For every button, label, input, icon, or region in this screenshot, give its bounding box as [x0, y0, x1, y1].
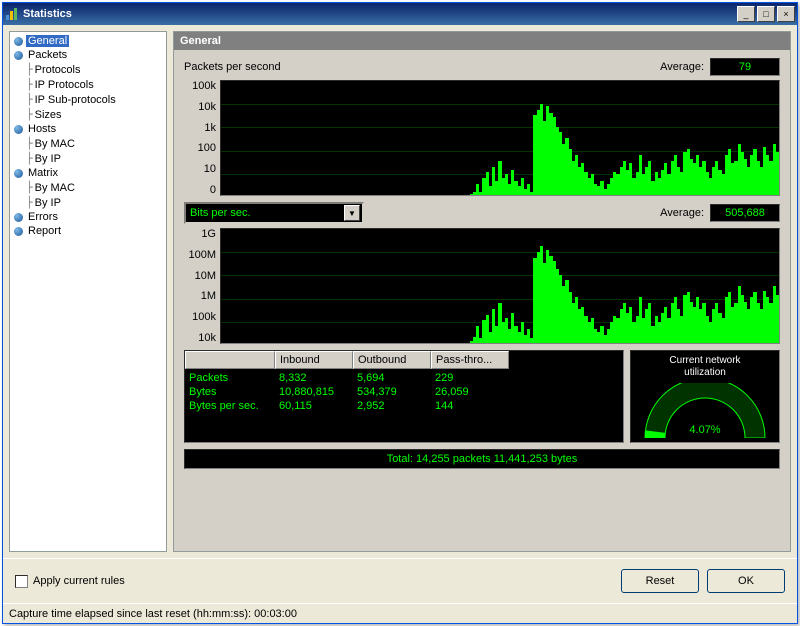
tree-label: General [26, 35, 69, 47]
tree-item-packets[interactable]: Packets [12, 48, 164, 62]
ok-button[interactable]: OK [707, 569, 785, 593]
bottom-row: InboundOutboundPass-thro... Packets8,332… [184, 350, 780, 443]
chart2-avg-value: 505,688 [710, 204, 780, 222]
tree-item-errors[interactable]: Errors [12, 210, 164, 224]
bullet-icon [14, 213, 23, 222]
apply-rules-checkbox[interactable] [15, 575, 28, 588]
chart2-container: 1G 100M 10M 1M 100k 10k [184, 228, 780, 344]
stats-body: Packets8,3325,694229Bytes10,880,815534,3… [185, 369, 623, 415]
tree-label: Protocols [33, 64, 83, 76]
tree-label: Packets [26, 49, 69, 61]
tree-label: By IP [33, 197, 63, 209]
chevron-down-icon: ▼ [344, 205, 360, 221]
chart1-avg-value: 79 [710, 58, 780, 76]
chart1-avg-label: Average: [660, 61, 704, 73]
chart1-header: Packets per second Average: 79 [184, 58, 780, 76]
chart1-yaxis: 100k10k1k100100 [184, 80, 220, 196]
chart2-yaxis: 1G 100M 10M 1M 100k 10k [184, 228, 220, 344]
tree-item-hosts[interactable]: Hosts [12, 122, 164, 136]
stats-table: InboundOutboundPass-thro... Packets8,332… [184, 350, 624, 443]
stats-col-header[interactable]: Pass-thro... [431, 351, 509, 369]
chart2-header: Bits per sec. ▼ Average: 505,688 [184, 202, 780, 224]
ytick: 10 [204, 163, 216, 175]
stats-row: Packets8,3325,694229 [185, 371, 623, 385]
tree-label: Errors [26, 211, 60, 223]
gauge-title1: Current network [669, 355, 740, 367]
ytick: 10M [195, 270, 216, 282]
ytick: 1G [201, 228, 216, 240]
tree-item-ip-sub-protocols[interactable]: ├ IP Sub-protocols [12, 92, 164, 107]
statistics-window: Statistics _ □ × General Packets├ Protoco… [2, 2, 798, 624]
bullet-icon [14, 227, 23, 236]
ytick: 0 [210, 184, 216, 196]
tree-label: By IP [33, 153, 63, 165]
tree-item-report[interactable]: Report [12, 224, 164, 238]
ytick: 100k [192, 80, 216, 92]
stats-col-header[interactable]: Inbound [275, 351, 353, 369]
tree-label: IP Protocols [33, 79, 96, 91]
titlebar[interactable]: Statistics _ □ × [3, 3, 797, 25]
tree-label: By MAC [33, 182, 77, 194]
tree-label: IP Sub-protocols [33, 94, 118, 106]
ytick: 100 [198, 142, 216, 154]
stats-row: Bytes10,880,815534,37926,059 [185, 385, 623, 399]
metric-dropdown[interactable]: Bits per sec. ▼ [184, 202, 364, 224]
tree-item-protocols[interactable]: ├ Protocols [12, 62, 164, 77]
gauge-title2: utilization [684, 367, 726, 379]
stats-header: InboundOutboundPass-thro... [185, 351, 623, 369]
chart1-title: Packets per second [184, 61, 660, 73]
tree-item-by-mac[interactable]: ├ By MAC [12, 180, 164, 195]
chart2-avg-label: Average: [660, 207, 704, 219]
chart2 [220, 228, 780, 344]
reset-button[interactable]: Reset [621, 569, 699, 593]
tree-item-by-ip[interactable]: ├ By IP [12, 151, 164, 166]
main-panel: General Packets per second Average: 79 1… [173, 31, 791, 552]
tree-item-by-ip[interactable]: ├ By IP [12, 195, 164, 210]
tree-label: Report [26, 225, 63, 237]
ytick: 100k [192, 311, 216, 323]
ytick: 10k [198, 332, 216, 344]
button-bar: Apply current rules Reset OK [3, 558, 797, 603]
tree-item-by-mac[interactable]: ├ By MAC [12, 136, 164, 151]
tree-item-sizes[interactable]: ├ Sizes [12, 107, 164, 122]
stats-row: Bytes per sec.60,1152,952144 [185, 399, 623, 413]
tree-label: Sizes [33, 109, 64, 121]
stats-col-header[interactable]: Outbound [353, 351, 431, 369]
statusbar: Capture time elapsed since last reset (h… [3, 603, 797, 623]
bullet-icon [14, 37, 23, 46]
bullet-icon [14, 51, 23, 60]
bullet-icon [14, 169, 23, 178]
tree-label: Matrix [26, 167, 60, 179]
content-area: GeneralPackets├ Protocols├ IP Protocols├… [3, 25, 797, 558]
tree-item-ip-protocols[interactable]: ├ IP Protocols [12, 77, 164, 92]
gauge: 4.07% [640, 383, 770, 438]
ytick: 10k [198, 101, 216, 113]
bullet-icon [14, 125, 23, 134]
dropdown-value: Bits per sec. [188, 207, 344, 219]
gauge-value: 4.07% [640, 424, 770, 436]
chart1-container: 100k10k1k100100 [184, 80, 780, 196]
stats-col-header[interactable] [185, 351, 275, 369]
minimize-button[interactable]: _ [737, 6, 755, 22]
tree-label: By MAC [33, 138, 77, 150]
ytick: 1M [201, 290, 216, 302]
chart1 [220, 80, 780, 196]
status-text: Capture time elapsed since last reset (h… [9, 608, 297, 620]
close-button[interactable]: × [777, 6, 795, 22]
panel-header: General [174, 32, 790, 50]
tree-item-general[interactable]: General [12, 34, 164, 48]
ytick: 1k [204, 122, 216, 134]
window-title: Statistics [23, 8, 735, 20]
tree-item-matrix[interactable]: Matrix [12, 166, 164, 180]
total-bar: Total: 14,255 packets 11,441,253 bytes [184, 449, 780, 469]
apply-rules-label: Apply current rules [33, 575, 125, 587]
nav-tree: GeneralPackets├ Protocols├ IP Protocols├… [9, 31, 167, 552]
maximize-button[interactable]: □ [757, 6, 775, 22]
app-icon [5, 7, 19, 21]
tree-label: Hosts [26, 123, 58, 135]
gauge-panel: Current network utilization 4.07% [630, 350, 780, 443]
panel-body: Packets per second Average: 79 100k 10k 1k… [174, 50, 790, 551]
ytick: 100M [188, 249, 216, 261]
